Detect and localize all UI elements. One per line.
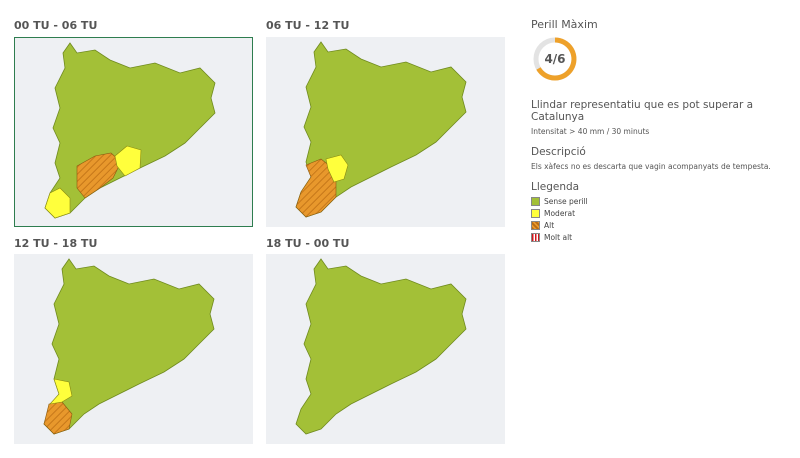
threshold-title: Llindar representatiu que es pot superar…: [531, 99, 754, 123]
legend-label: Sense perill: [544, 197, 588, 206]
map: [44, 42, 216, 219]
zone-moderat: [114, 145, 142, 177]
legend-label: Alt: [544, 221, 555, 230]
threshold-detail: Intensitat > 40 mm / 30 minuts: [531, 127, 650, 136]
map: [43, 258, 215, 435]
map-panel[interactable]: [14, 37, 253, 227]
map-panel[interactable]: [14, 254, 253, 444]
legend-swatch: [531, 197, 540, 206]
legend-swatch: [531, 221, 540, 230]
zone-alt: [76, 152, 122, 199]
description-text: Els xàfecs no es descarta que vagin acom…: [531, 162, 771, 171]
map: [295, 41, 467, 218]
legend-swatch: [531, 209, 540, 218]
region-map: [43, 258, 215, 435]
gauge-arc: [536, 37, 577, 81]
region-map: [295, 258, 467, 435]
panel-title: 12 TU - 18 TU: [14, 237, 98, 250]
gauge: 4/6: [533, 37, 577, 81]
panel-title: 06 TU - 12 TU: [266, 19, 350, 32]
legend-label: Moderat: [544, 209, 576, 218]
panel-title: 00 TU - 06 TU: [14, 19, 98, 32]
panel-title: 18 TU - 00 TU: [266, 237, 350, 250]
zone-moderat: [49, 378, 73, 405]
zone-moderat: [44, 187, 71, 219]
description-title: Descripció: [531, 146, 586, 158]
legend-title: Llegenda: [531, 181, 580, 193]
region-map: [44, 42, 216, 219]
map-panel[interactable]: [266, 37, 505, 227]
legend-item: Molt alt: [531, 233, 793, 242]
legend-label: Molt alt: [544, 233, 573, 242]
sidebar: Perill Màxim 4/6 Llindar representatiu q…: [531, 18, 793, 245]
zone-moderat: [325, 154, 349, 183]
gauge-label: 4/6: [544, 52, 565, 66]
map: [295, 258, 467, 435]
max-danger-title: Perill Màxim: [531, 18, 598, 31]
legend-item: Moderat: [531, 209, 793, 218]
legend-item: Alt: [531, 221, 793, 230]
legend-item: Sense perill: [531, 197, 793, 206]
legend-swatch: [531, 233, 540, 242]
map-panel[interactable]: [266, 254, 505, 444]
